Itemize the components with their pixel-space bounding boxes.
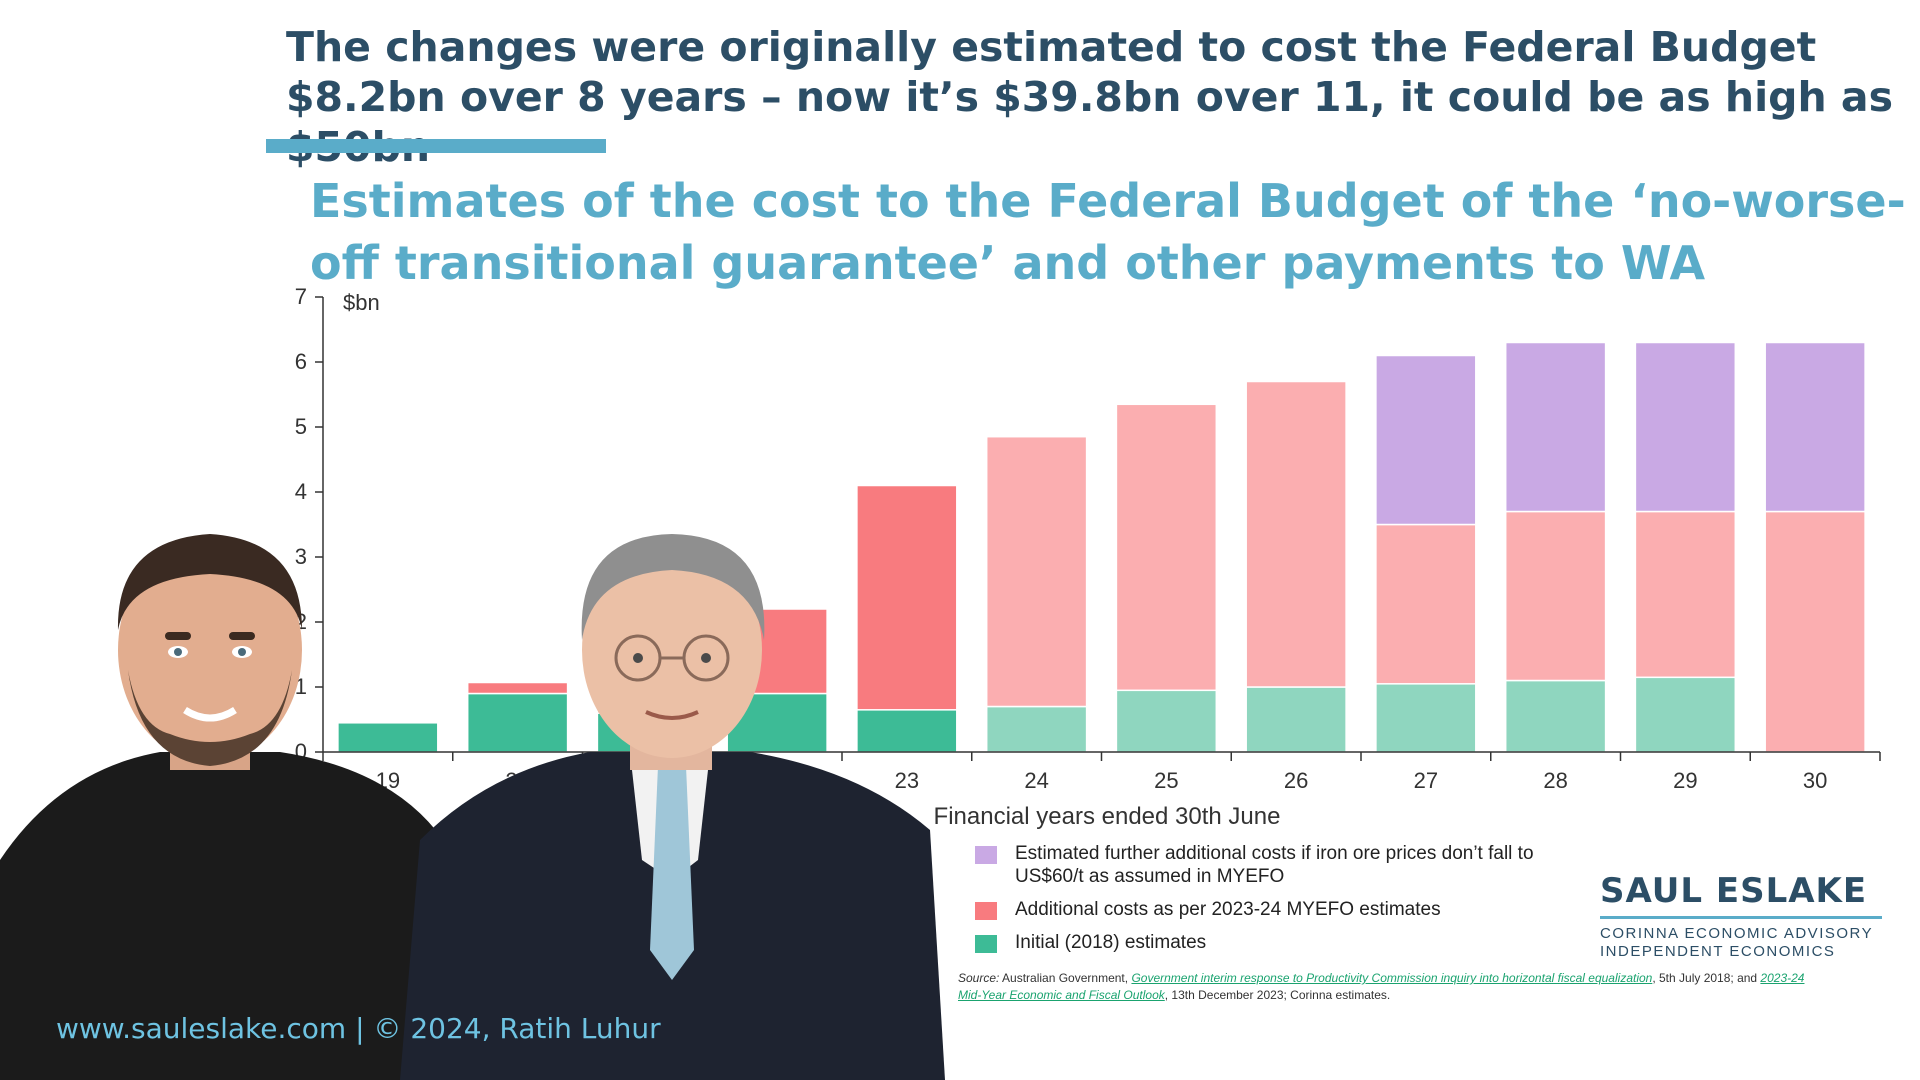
x-tick-label: 26 bbox=[1284, 768, 1308, 793]
bar-segment bbox=[1245, 380, 1347, 688]
bar-segment bbox=[1375, 354, 1477, 526]
bar-segment bbox=[1634, 676, 1737, 753]
source-text: Australian Government, bbox=[999, 971, 1132, 985]
chart-legend: Estimated further additional costs if ir… bbox=[975, 842, 1535, 964]
bar-segment bbox=[1634, 341, 1737, 513]
bar-segment bbox=[1764, 341, 1866, 513]
y-tick-label: 7 bbox=[295, 284, 307, 309]
legend-label: Additional costs as per 2023-24 MYEFO es… bbox=[1015, 899, 1441, 920]
bar-segment bbox=[1504, 679, 1607, 753]
legend-swatch-red bbox=[975, 902, 997, 920]
bar-segment bbox=[1504, 510, 1607, 682]
bar-segment bbox=[985, 435, 1088, 708]
y-tick-label: 5 bbox=[295, 414, 307, 439]
x-tick-label: 24 bbox=[1024, 768, 1048, 793]
bar-segment bbox=[856, 709, 958, 753]
brand-logo: SAUL ESLAKE CORINNA ECONOMIC ADVISORY IN… bbox=[1600, 872, 1882, 961]
brand-name: SAUL ESLAKE bbox=[1600, 871, 1868, 911]
bar-segment bbox=[1764, 510, 1866, 753]
source-lead: Source: bbox=[958, 971, 1000, 985]
y-axis-unit-label: $bn bbox=[343, 290, 380, 315]
legend-item-initial: Initial (2018) estimates bbox=[975, 931, 1535, 954]
legend-swatch-purple bbox=[975, 846, 997, 864]
x-tick-label: 29 bbox=[1673, 768, 1697, 793]
bar-segment bbox=[1115, 403, 1218, 692]
bar-segment bbox=[1245, 686, 1347, 753]
bar-segment bbox=[1634, 510, 1737, 679]
legend-item-iron-ore: Estimated further additional costs if ir… bbox=[975, 842, 1535, 888]
chart-title: Estimates of the cost to the Federal Bud… bbox=[310, 174, 1906, 290]
y-tick-label: 3 bbox=[295, 544, 307, 569]
brand-rule bbox=[1600, 916, 1882, 919]
brand-tagline-2: INDEPENDENT ECONOMICS bbox=[1600, 943, 1836, 960]
presenter-photo-left bbox=[0, 520, 470, 1080]
bar-segment bbox=[856, 484, 958, 711]
bar-segment bbox=[1375, 523, 1477, 685]
x-tick-label: 30 bbox=[1803, 768, 1827, 793]
x-tick-label: 23 bbox=[895, 768, 919, 793]
x-axis-title: Financial years ended 30th June bbox=[934, 803, 1281, 830]
bar-segment bbox=[985, 705, 1088, 753]
brand-tagline-1: CORINNA ECONOMIC ADVISORY bbox=[1600, 925, 1874, 942]
source-link-myefo[interactable]: 2023-24 Mid-Year Economic and Fiscal Out… bbox=[958, 971, 1805, 1002]
source-link-productivity-commission[interactable]: Government interim response to Productiv… bbox=[1131, 971, 1653, 985]
x-tick-label: 25 bbox=[1154, 768, 1178, 793]
source-text: , 13th December 2023; Corinna estimates. bbox=[1164, 988, 1391, 1002]
legend-item-myefo: Additional costs as per 2023-24 MYEFO es… bbox=[975, 898, 1535, 921]
x-tick-label: 28 bbox=[1543, 768, 1567, 793]
headline: The changes were originally estimated to… bbox=[286, 23, 1894, 171]
legend-label: Estimated further additional costs if ir… bbox=[1015, 843, 1534, 887]
legend-swatch-green bbox=[975, 935, 997, 953]
presenter-photo-right bbox=[400, 530, 945, 1080]
bar-segment bbox=[1115, 689, 1218, 753]
headline-accent-bar bbox=[266, 139, 606, 153]
chart-bars bbox=[337, 341, 1866, 753]
legend-label: Initial (2018) estimates bbox=[1015, 932, 1207, 953]
bar-segment bbox=[1504, 341, 1607, 513]
footer-credit: www.sauleslake.com | © 2024, Ratih Luhur bbox=[56, 1012, 661, 1045]
y-axis-ticks: 01234567 bbox=[295, 284, 323, 764]
bar-segment bbox=[337, 722, 439, 753]
source-note: Source: Australian Government, Governmen… bbox=[958, 970, 1808, 1004]
x-tick-label: 27 bbox=[1414, 768, 1438, 793]
source-text: , 5th July 2018; and bbox=[1652, 971, 1761, 985]
bar-segment bbox=[1375, 683, 1477, 753]
y-tick-label: 4 bbox=[295, 479, 307, 504]
bar-segment bbox=[466, 681, 569, 695]
y-tick-label: 6 bbox=[295, 349, 307, 374]
